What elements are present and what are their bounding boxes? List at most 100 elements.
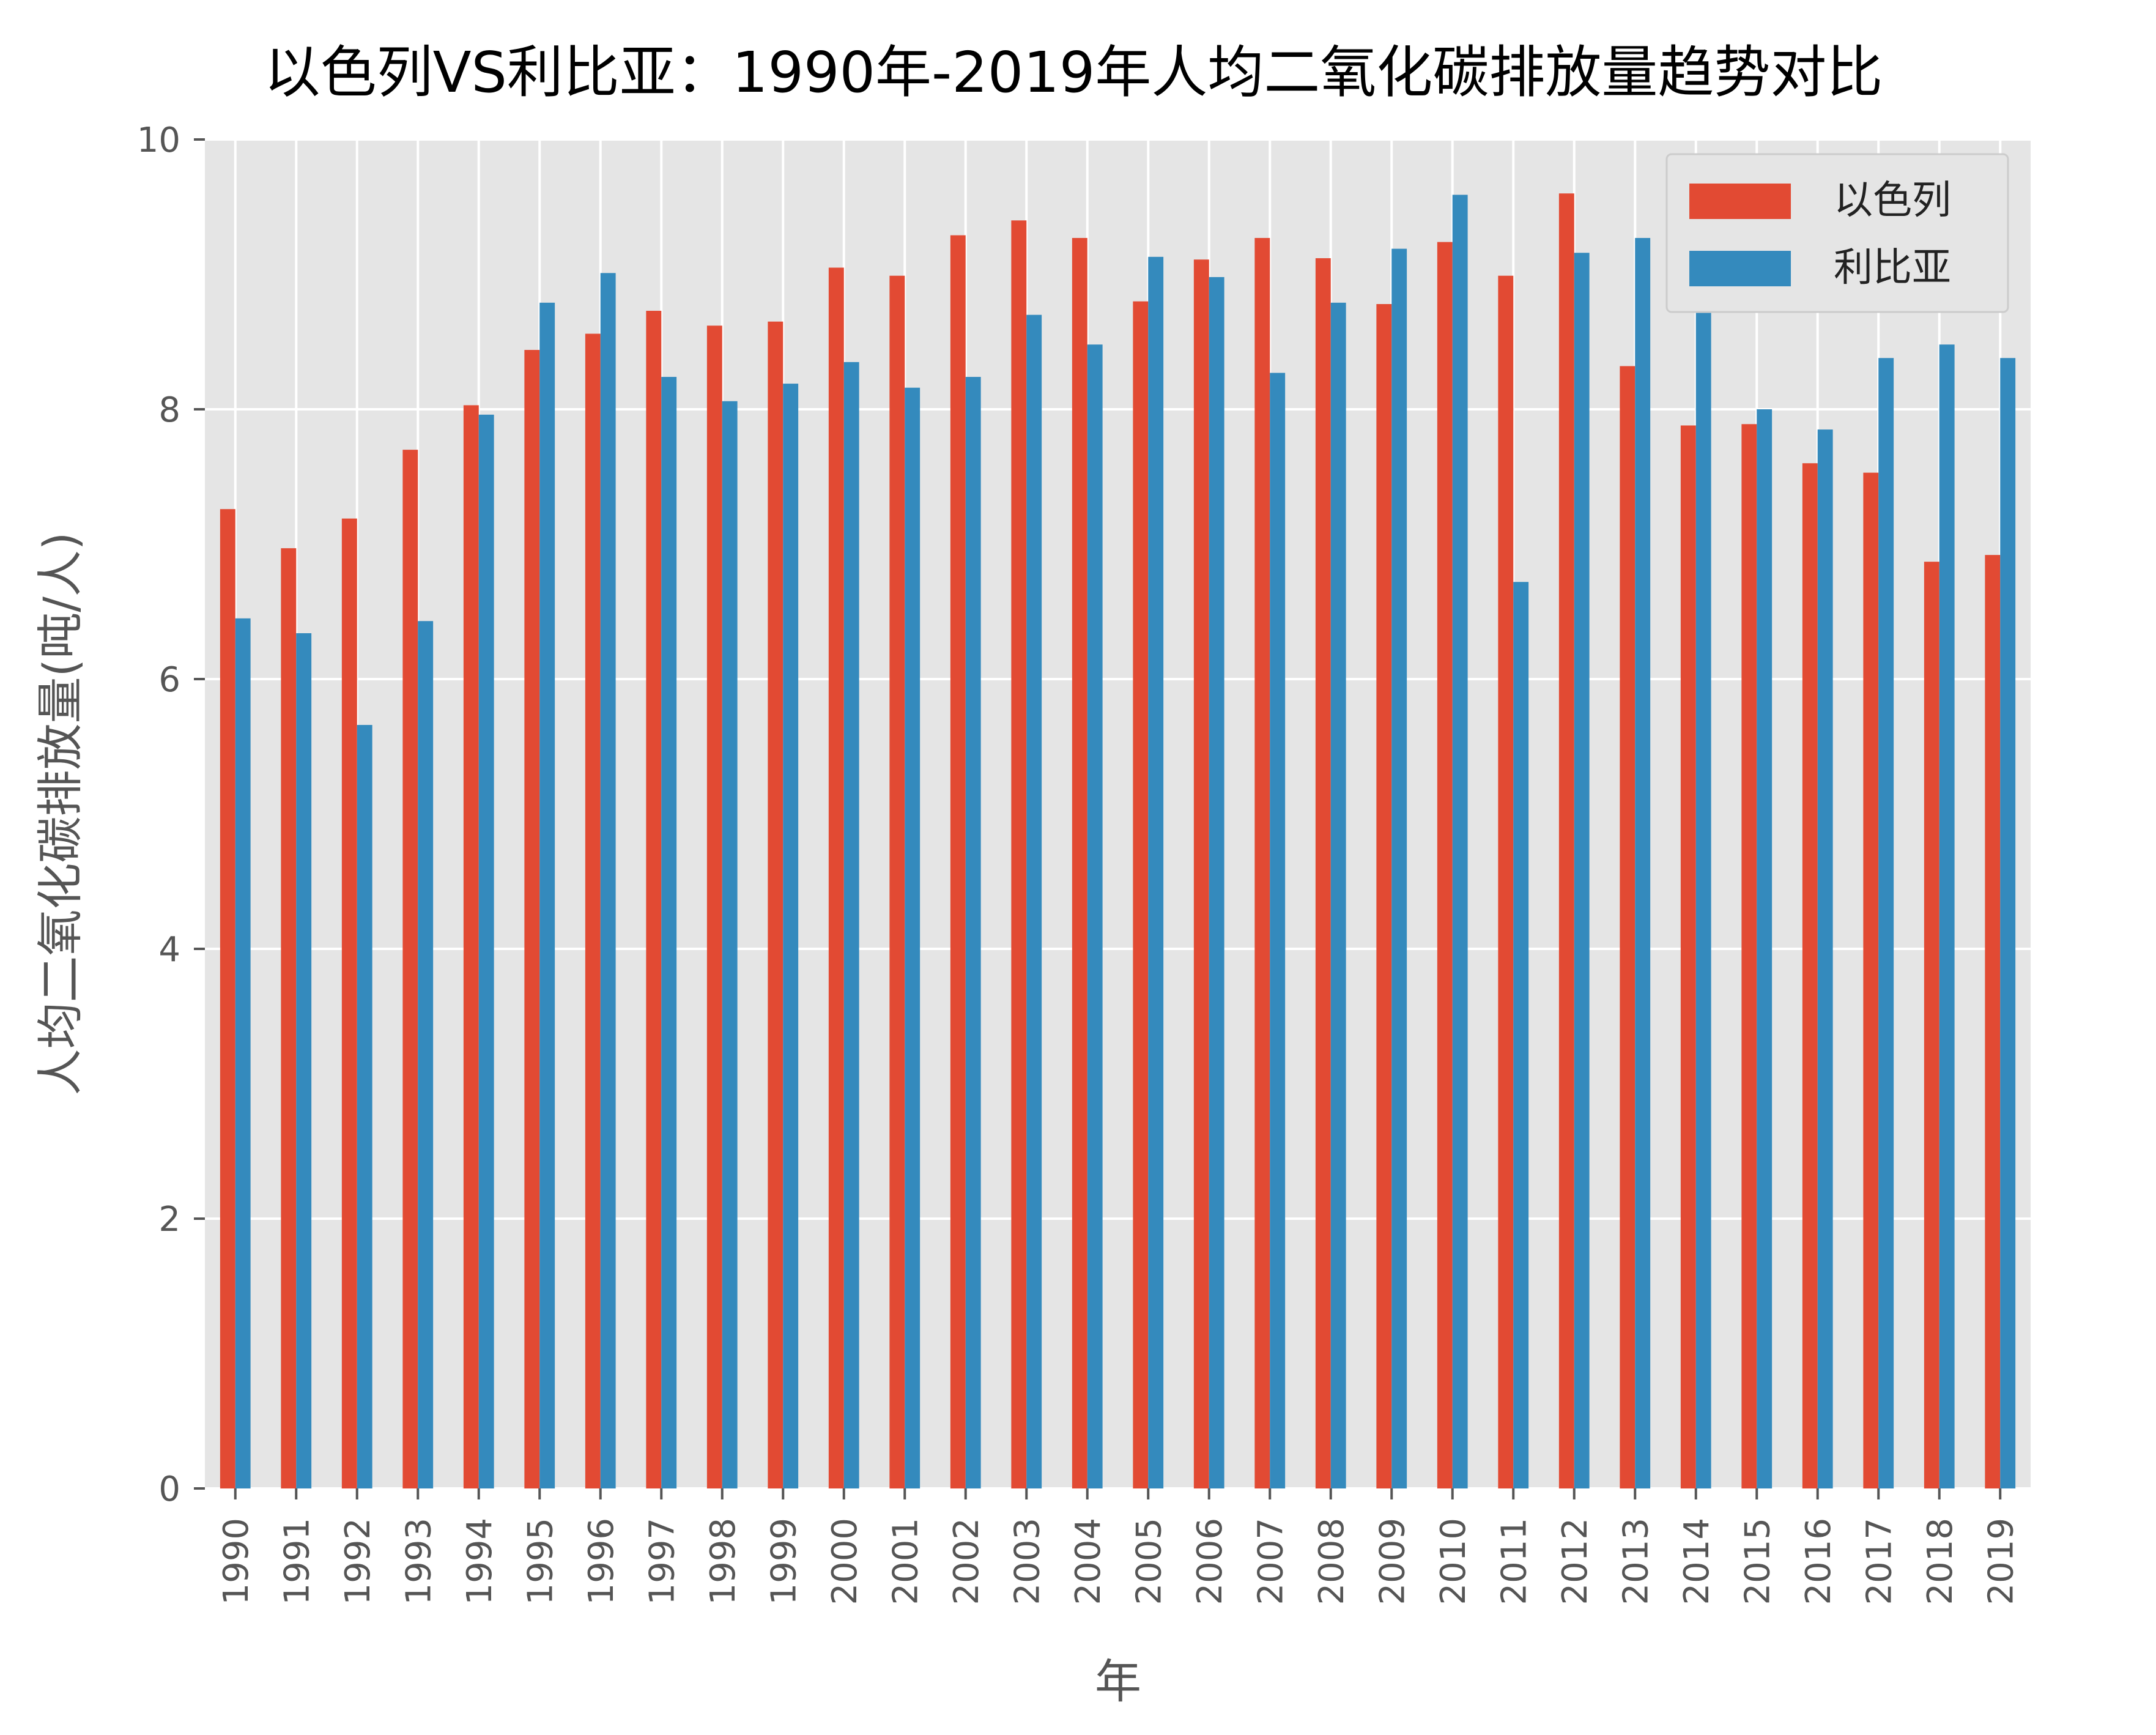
bar-israel-1997 bbox=[646, 311, 662, 1488]
bar-libya-1996 bbox=[600, 273, 616, 1488]
bar-libya-2012 bbox=[1574, 253, 1590, 1489]
bar-libya-2017 bbox=[1878, 358, 1894, 1489]
bar-libya-1997 bbox=[661, 377, 677, 1488]
legend-label-israel: 以色列 bbox=[1834, 178, 1951, 223]
x-tick-label: 2014 bbox=[1677, 1518, 1717, 1605]
x-tick-label: 2004 bbox=[1069, 1518, 1108, 1605]
bar-israel-2006 bbox=[1193, 259, 1209, 1488]
x-tick-label: 1999 bbox=[764, 1518, 804, 1605]
bar-libya-1992 bbox=[357, 724, 372, 1488]
legend-swatch-israel bbox=[1689, 184, 1791, 219]
bar-libya-2001 bbox=[905, 387, 921, 1488]
bar-israel-1991 bbox=[281, 548, 297, 1488]
bar-israel-1999 bbox=[768, 321, 783, 1488]
x-tick-label: 1990 bbox=[217, 1518, 256, 1605]
legend-swatch-libya bbox=[1689, 251, 1791, 286]
bar-israel-2009 bbox=[1376, 304, 1392, 1488]
x-tick-label: 1995 bbox=[520, 1518, 560, 1605]
bar-libya-2004 bbox=[1087, 344, 1103, 1489]
x-tick-label: 2016 bbox=[1799, 1518, 1839, 1605]
x-tick-label: 2007 bbox=[1251, 1518, 1291, 1605]
bar-israel-2010 bbox=[1437, 242, 1453, 1489]
x-tick-label: 1993 bbox=[399, 1518, 439, 1605]
bars bbox=[220, 193, 2016, 1489]
bar-libya-2016 bbox=[1817, 429, 1833, 1489]
x-tick-label: 2013 bbox=[1616, 1518, 1656, 1605]
x-tick-label: 1997 bbox=[642, 1518, 682, 1605]
bar-israel-2016 bbox=[1802, 463, 1818, 1489]
bar-israel-2001 bbox=[889, 275, 905, 1489]
bar-israel-2003 bbox=[1011, 220, 1027, 1488]
bar-libya-1998 bbox=[722, 401, 738, 1488]
bar-israel-1998 bbox=[706, 325, 722, 1488]
x-tick-label: 1991 bbox=[277, 1518, 317, 1605]
y-tick-label: 10 bbox=[137, 121, 180, 160]
bar-israel-2015 bbox=[1741, 424, 1757, 1488]
bar-israel-2000 bbox=[828, 267, 844, 1489]
x-tick-label: 2002 bbox=[947, 1518, 987, 1605]
bar-israel-2004 bbox=[1072, 237, 1087, 1489]
x-tick-label: 1996 bbox=[582, 1518, 621, 1605]
x-tick-label: 2017 bbox=[1859, 1518, 1899, 1605]
bar-libya-2014 bbox=[1695, 288, 1711, 1488]
y-axis-label: 人均二氧化碳排放量(吨/人) bbox=[33, 532, 87, 1096]
bar-israel-2008 bbox=[1315, 258, 1331, 1488]
bar-israel-2002 bbox=[950, 235, 966, 1489]
bar-israel-2007 bbox=[1254, 237, 1270, 1489]
x-tick-label: 2018 bbox=[1921, 1518, 1960, 1605]
bar-libya-2007 bbox=[1270, 373, 1286, 1488]
x-tick-label: 1994 bbox=[460, 1518, 500, 1605]
bar-israel-1995 bbox=[524, 349, 540, 1488]
x-axis-label: 年 bbox=[1095, 1654, 1141, 1709]
bar-libya-2018 bbox=[1939, 344, 1955, 1489]
x-tick-label: 2019 bbox=[1981, 1518, 2021, 1605]
x-tick-label: 1998 bbox=[703, 1518, 743, 1605]
bar-libya-1991 bbox=[296, 633, 312, 1488]
x-tick-label: 2005 bbox=[1129, 1518, 1169, 1605]
y-tick-label: 4 bbox=[158, 930, 180, 970]
bar-libya-2009 bbox=[1391, 248, 1407, 1489]
bar-israel-2011 bbox=[1498, 275, 1514, 1489]
bar-libya-2013 bbox=[1635, 237, 1651, 1489]
x-tick-label: 2012 bbox=[1555, 1518, 1595, 1605]
legend: 以色列 利比亚 bbox=[1665, 153, 2009, 313]
bar-israel-2018 bbox=[1924, 562, 1939, 1488]
bar-libya-2011 bbox=[1513, 582, 1529, 1488]
bar-israel-2013 bbox=[1620, 366, 1636, 1489]
bar-israel-1996 bbox=[585, 333, 601, 1488]
x-tick-label: 2003 bbox=[1007, 1518, 1047, 1605]
x-tick-label: 2000 bbox=[825, 1518, 865, 1605]
bar-israel-1992 bbox=[341, 518, 357, 1488]
axes: 0 2 4 6 8 10 1990 1991 1992 1993 1994 1995 1996 1997 1… bbox=[137, 121, 2021, 1605]
bar-israel-2005 bbox=[1133, 301, 1149, 1489]
chart-title: 以色列VS利比亚：1990年-2019年人均二氧化碳排放量趋势对比 bbox=[264, 40, 1883, 105]
plot-area bbox=[205, 139, 2031, 1488]
x-tick-label: 1992 bbox=[338, 1518, 378, 1605]
y-tick-label: 2 bbox=[158, 1200, 180, 1239]
bar-israel-2017 bbox=[1863, 472, 1879, 1488]
bar-libya-2000 bbox=[843, 362, 859, 1489]
bar-israel-2014 bbox=[1680, 425, 1696, 1489]
bar-libya-2006 bbox=[1209, 277, 1224, 1488]
bar-libya-2010 bbox=[1452, 195, 1468, 1488]
bar-israel-1993 bbox=[402, 450, 418, 1488]
bar-libya-2003 bbox=[1026, 314, 1042, 1488]
y-tick-label: 8 bbox=[158, 390, 180, 430]
x-tick-label: 2006 bbox=[1190, 1518, 1230, 1605]
bar-israel-2012 bbox=[1558, 193, 1574, 1489]
x-tick-label: 2008 bbox=[1312, 1518, 1352, 1605]
bar-libya-2002 bbox=[965, 377, 981, 1488]
bar-libya-1995 bbox=[539, 302, 555, 1489]
y-tick-label: 0 bbox=[158, 1469, 180, 1509]
x-tick-label: 2009 bbox=[1373, 1518, 1412, 1605]
legend-label-libya: 利比亚 bbox=[1834, 245, 1951, 291]
bar-libya-1999 bbox=[783, 384, 799, 1488]
x-tick-label: 2015 bbox=[1738, 1518, 1777, 1605]
bar-libya-2005 bbox=[1148, 256, 1164, 1489]
x-tick-label: 2011 bbox=[1494, 1518, 1534, 1605]
bar-libya-2008 bbox=[1330, 302, 1346, 1489]
bar-libya-1990 bbox=[235, 618, 251, 1488]
bar-israel-2019 bbox=[1985, 555, 2001, 1488]
bar-libya-2019 bbox=[2000, 358, 2016, 1489]
x-tick-label: 2010 bbox=[1434, 1518, 1473, 1605]
